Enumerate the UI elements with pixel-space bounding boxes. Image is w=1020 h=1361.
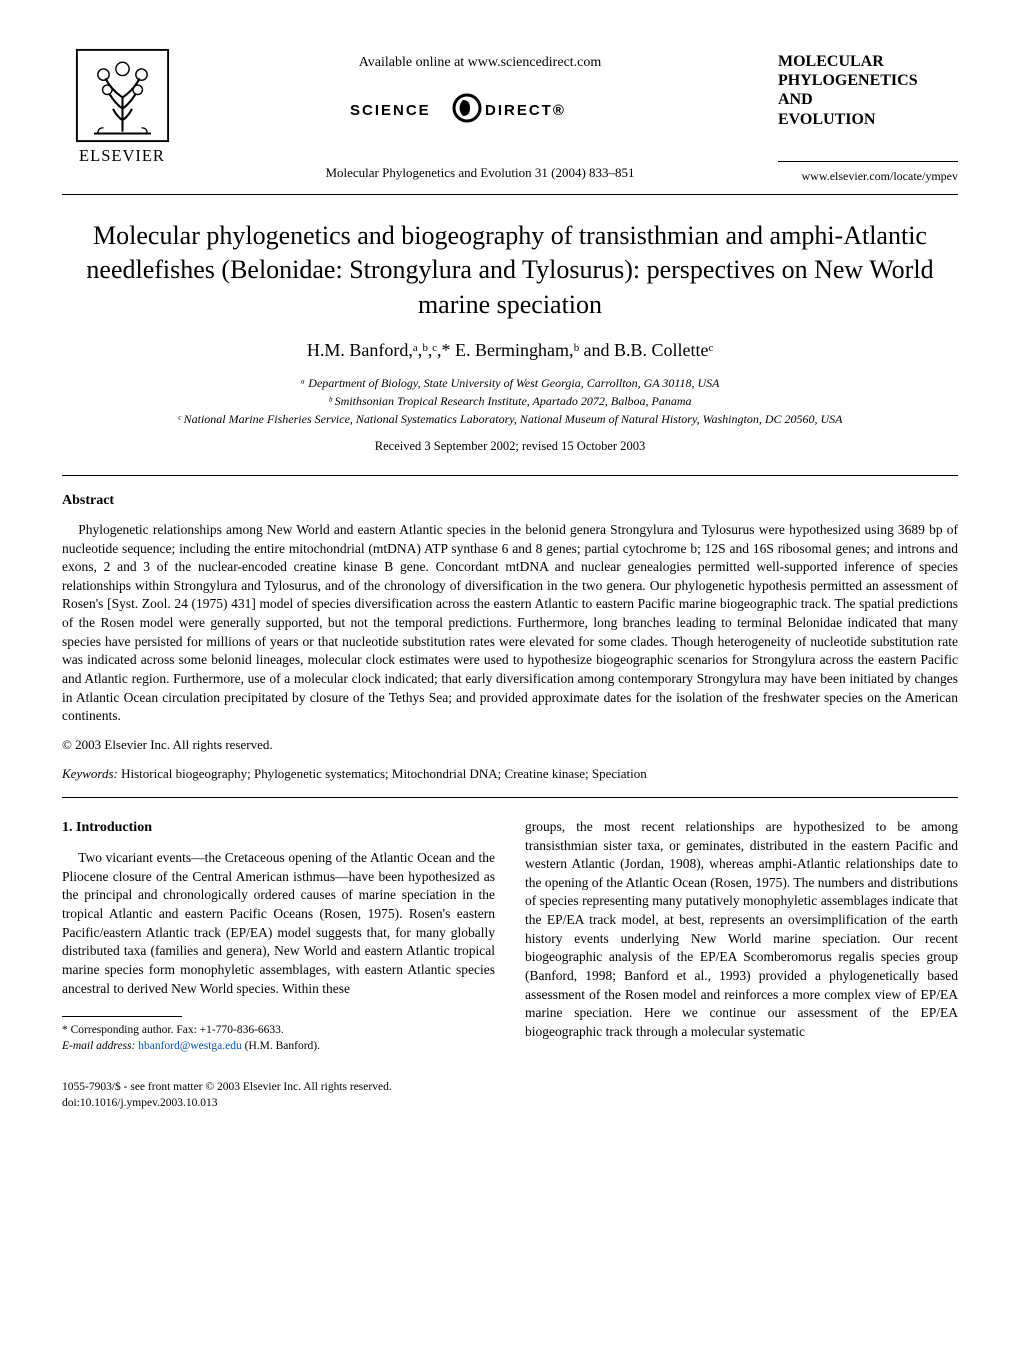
received-dates: Received 3 September 2002; revised 15 Oc… — [62, 438, 958, 455]
sciencedirect-logo: SCIENCE DIRECT® — [350, 93, 610, 125]
page-footer: 1055-7903/$ - see front matter © 2003 El… — [62, 1080, 958, 1111]
affiliation-a: ᵃ Department of Biology, State Universit… — [62, 374, 958, 392]
left-column: 1. Introduction Two vicariant events—the… — [62, 818, 495, 1054]
science-word: SCIENCE — [350, 102, 431, 119]
affiliation-b: ᵇ Smithsonian Tropical Research Institut… — [62, 392, 958, 410]
journal-brand-line2: PHYLOGENETICS — [778, 71, 958, 90]
footer-left: 1055-7903/$ - see front matter © 2003 El… — [62, 1080, 392, 1111]
abstract-top-rule — [62, 475, 958, 476]
email-footnote: E-mail address: hbanford@westga.edu (H.M… — [62, 1039, 495, 1055]
available-online-text: Available online at www.sciencedirect.co… — [196, 54, 764, 73]
keywords-label: Keywords: — [62, 766, 118, 781]
header-rule — [62, 194, 958, 195]
intro-heading: 1. Introduction — [62, 818, 495, 837]
footer-copyright: 1055-7903/$ - see front matter © 2003 El… — [62, 1080, 392, 1096]
abstract-heading: Abstract — [62, 492, 958, 511]
intro-paragraph-right: groups, the most recent relationships ar… — [525, 818, 958, 1042]
affiliations: ᵃ Department of Biology, State Universit… — [62, 374, 958, 428]
publisher-name: ELSEVIER — [79, 145, 165, 167]
keywords-line: Keywords: Historical biogeography; Phylo… — [62, 765, 958, 783]
header-divider — [778, 161, 958, 162]
affiliation-c: ᶜ National Marine Fisheries Service, Nat… — [62, 410, 958, 428]
publisher-logo-block: ELSEVIER — [62, 48, 182, 167]
article-title: Molecular phylogenetics and biogeography… — [62, 219, 958, 322]
page-header: ELSEVIER Available online at www.science… — [62, 48, 958, 184]
email-suffix: (H.M. Banford). — [242, 1040, 320, 1052]
journal-brand: MOLECULAR PHYLOGENETICS AND EVOLUTION — [778, 52, 958, 129]
email-link[interactable]: hbanford@westga.edu — [135, 1040, 241, 1052]
elsevier-tree-icon — [75, 48, 170, 143]
intro-paragraph-left: Two vicariant events—the Cretaceous open… — [62, 849, 495, 998]
header-center: Available online at www.sciencedirect.co… — [182, 48, 778, 181]
journal-brand-line4: EVOLUTION — [778, 110, 958, 129]
author-list: H.M. Banford,ᵃ,ᵇ,ᶜ,* E. Bermingham,ᵇ and… — [62, 338, 958, 362]
journal-brand-line3: AND — [778, 90, 958, 109]
copyright-line: © 2003 Elsevier Inc. All rights reserved… — [62, 736, 958, 754]
email-label: E-mail address: — [62, 1040, 135, 1052]
right-column: groups, the most recent relationships ar… — [525, 818, 958, 1054]
abstract-bottom-rule — [62, 797, 958, 798]
footnote-separator — [62, 1016, 182, 1017]
corresponding-author-footnote: * Corresponding author. Fax: +1-770-836-… — [62, 1023, 495, 1039]
journal-citation: Molecular Phylogenetics and Evolution 31… — [196, 164, 764, 182]
keywords-values: Historical biogeography; Phylogenetic sy… — [118, 766, 647, 781]
journal-url: www.elsevier.com/locate/ympev — [778, 168, 958, 184]
footer-doi: doi:10.1016/j.ympev.2003.10.013 — [62, 1096, 392, 1112]
direct-word: DIRECT® — [485, 102, 566, 119]
abstract-body: Phylogenetic relationships among New Wor… — [62, 521, 958, 726]
header-right: MOLECULAR PHYLOGENETICS AND EVOLUTION ww… — [778, 48, 958, 184]
body-columns: 1. Introduction Two vicariant events—the… — [62, 818, 958, 1054]
journal-brand-line1: MOLECULAR — [778, 52, 958, 71]
